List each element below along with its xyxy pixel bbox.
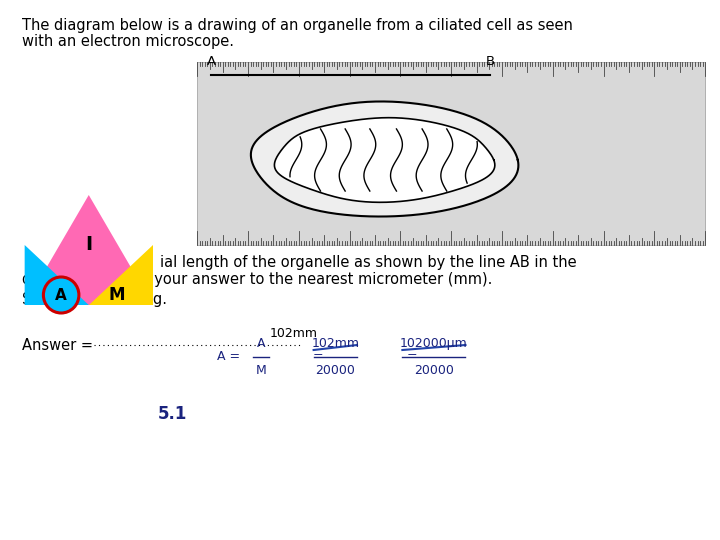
- Text: A: A: [55, 287, 67, 302]
- Circle shape: [43, 277, 79, 313]
- Text: diagram. Express your answer to the nearest micrometer (mm).: diagram. Express your answer to the near…: [22, 272, 492, 287]
- Text: 5.1: 5.1: [158, 405, 187, 423]
- Text: M: M: [108, 286, 125, 304]
- Text: 20000: 20000: [414, 364, 454, 377]
- Bar: [197, 62, 705, 245]
- Text: with an electron microscope.: with an electron microscope.: [22, 34, 234, 49]
- Text: A: A: [257, 337, 266, 350]
- Text: 20000: 20000: [315, 364, 355, 377]
- Text: 102000μm: 102000μm: [400, 337, 468, 350]
- Text: 102mm: 102mm: [311, 337, 359, 350]
- Polygon shape: [24, 245, 89, 305]
- Text: Show your working.: Show your working.: [22, 292, 167, 307]
- Text: Answer =: Answer =: [22, 338, 97, 353]
- Text: I: I: [85, 235, 92, 254]
- Text: ial length of the organelle as shown by the line AB in the: ial length of the organelle as shown by …: [160, 255, 577, 270]
- Text: The diagram below is a drawing of an organelle from a ciliated cell as seen: The diagram below is a drawing of an org…: [22, 18, 572, 33]
- Text: A =: A =: [217, 350, 240, 363]
- Text: =: =: [312, 350, 323, 363]
- Text: M: M: [256, 364, 266, 377]
- Polygon shape: [274, 118, 495, 202]
- Text: B: B: [485, 55, 495, 68]
- Polygon shape: [89, 245, 153, 305]
- Polygon shape: [24, 195, 153, 305]
- Text: 102mm: 102mm: [270, 327, 318, 340]
- Text: A: A: [207, 55, 215, 68]
- Text: =: =: [407, 350, 418, 363]
- Polygon shape: [251, 102, 518, 217]
